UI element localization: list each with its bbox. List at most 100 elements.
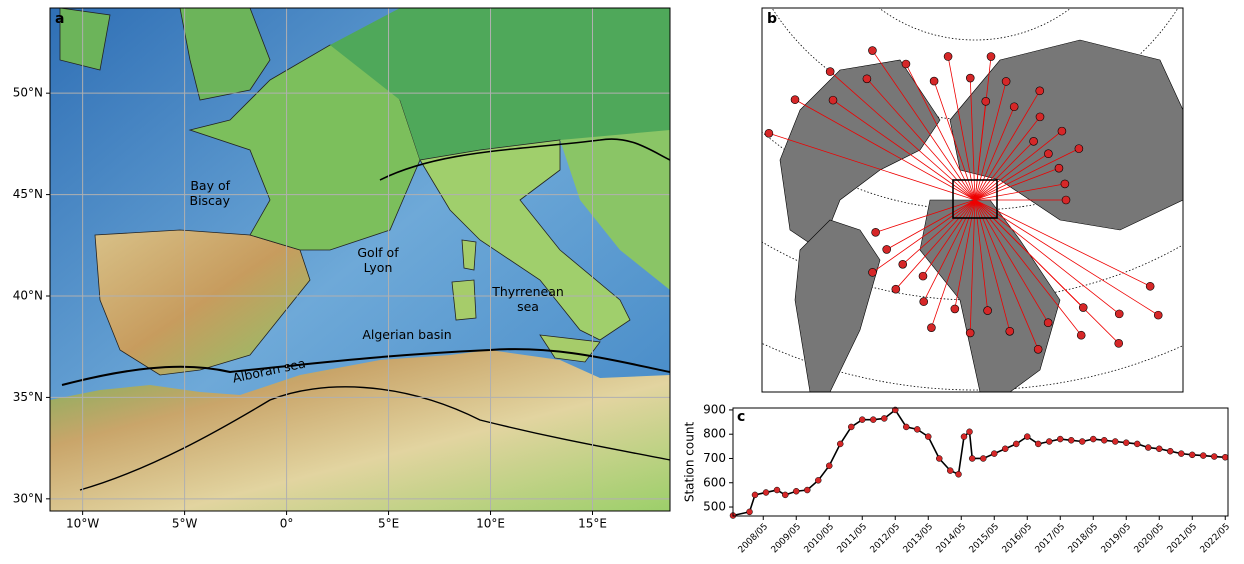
station	[984, 307, 992, 315]
x-tick-label: 2012/05	[869, 522, 903, 556]
point	[967, 429, 973, 435]
y-tick-label: 50°N	[13, 86, 43, 100]
station	[1034, 345, 1042, 353]
station	[927, 324, 935, 332]
station	[1010, 103, 1018, 111]
station	[1058, 127, 1066, 135]
annotation: Algerian basin	[352, 327, 462, 342]
point	[1057, 436, 1063, 442]
annotation: Thyrrenean sea	[488, 284, 568, 314]
station	[829, 96, 837, 104]
station	[930, 77, 938, 85]
point	[763, 489, 769, 495]
point	[1046, 438, 1052, 444]
point	[1013, 441, 1019, 447]
station	[1077, 331, 1085, 339]
station	[919, 272, 927, 280]
x-tick-label: 2017/05	[1034, 522, 1068, 556]
x-tick-label: 5°W	[172, 517, 198, 531]
station	[1115, 310, 1123, 318]
point	[1134, 441, 1140, 447]
x-tick-label: 2008/05	[737, 522, 771, 556]
station	[944, 52, 952, 60]
annotation: Bay of Biscay	[170, 178, 230, 208]
point	[826, 463, 832, 469]
point	[1189, 452, 1195, 458]
point	[961, 434, 967, 440]
station	[920, 298, 928, 306]
point	[774, 487, 780, 493]
point	[881, 415, 887, 421]
station	[966, 74, 974, 82]
station	[902, 60, 910, 68]
y-tick-label: 700	[703, 451, 726, 465]
chart-frame	[733, 408, 1228, 516]
point	[1112, 438, 1118, 444]
station	[765, 129, 773, 137]
point	[1024, 434, 1030, 440]
x-tick-label: 5°E	[378, 517, 399, 531]
point	[848, 424, 854, 430]
point	[947, 468, 953, 474]
y-tick-label: 30°N	[13, 491, 43, 505]
point	[903, 424, 909, 430]
x-tick-label: 2016/05	[1001, 522, 1035, 556]
station	[1055, 164, 1063, 172]
station	[1036, 113, 1044, 121]
point	[956, 471, 962, 477]
station	[872, 228, 880, 236]
panel-label: b	[767, 11, 777, 27]
x-tick-label: 2019/05	[1100, 522, 1134, 556]
point	[804, 487, 810, 493]
x-tick-label: 2009/05	[770, 522, 804, 556]
station	[1006, 327, 1014, 335]
y-tick-label: 500	[703, 500, 726, 514]
x-tick-label: 2011/05	[836, 522, 870, 556]
station	[1062, 196, 1070, 204]
point	[859, 417, 865, 423]
point	[914, 426, 920, 432]
land	[462, 240, 476, 270]
x-tick-label: 0°	[280, 517, 294, 531]
point	[1002, 446, 1008, 452]
y-axis-label: Station count	[683, 422, 697, 503]
station	[966, 329, 974, 337]
series-line	[733, 410, 1225, 516]
station	[1154, 311, 1162, 319]
y-tick-label: 40°N	[13, 289, 43, 303]
figure-canvas: 10°W5°W0°5°E10°E15°E30°N35°N40°N45°N50°N…	[0, 0, 1244, 564]
station	[869, 268, 877, 276]
station	[982, 97, 990, 105]
point	[1090, 436, 1096, 442]
point	[1035, 441, 1041, 447]
point	[1068, 437, 1074, 443]
x-tick-label: 2021/05	[1166, 522, 1200, 556]
point	[925, 434, 931, 440]
station	[1002, 77, 1010, 85]
x-tick-label: 2013/05	[902, 522, 936, 556]
station	[868, 47, 876, 55]
point	[991, 451, 997, 457]
point	[752, 492, 758, 498]
panel-label: a	[55, 11, 64, 27]
point	[980, 455, 986, 461]
station	[1075, 145, 1083, 153]
x-tick-label: 10°W	[66, 517, 99, 531]
point	[1101, 437, 1107, 443]
x-tick-label: 2022/05	[1199, 522, 1233, 556]
point	[747, 509, 753, 515]
y-tick-label: 600	[703, 475, 726, 489]
point	[782, 492, 788, 498]
station	[1044, 150, 1052, 158]
x-tick-label: 2014/05	[935, 522, 969, 556]
point	[1211, 454, 1217, 460]
x-tick-label: 2015/05	[968, 522, 1002, 556]
point	[969, 455, 975, 461]
station	[951, 305, 959, 313]
point	[1167, 448, 1173, 454]
x-tick-label: 2020/05	[1133, 522, 1167, 556]
station	[1044, 319, 1052, 327]
station	[892, 285, 900, 293]
y-tick-label: 35°N	[13, 390, 43, 404]
